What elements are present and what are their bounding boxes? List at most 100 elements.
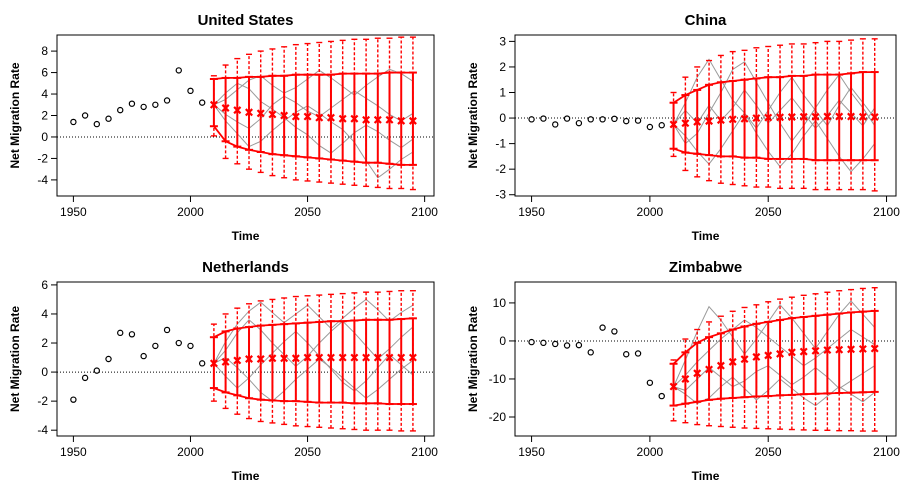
y-tick-label: -4 (37, 423, 48, 437)
median-marker (373, 353, 382, 362)
x-tick-label: 2100 (411, 445, 438, 459)
median-marker (233, 106, 242, 115)
chart-title: Zimbabwe (669, 259, 742, 276)
chart-title: Netherlands (202, 259, 289, 276)
median-marker (799, 112, 808, 121)
median-marker (268, 354, 277, 363)
trajectory-line (673, 365, 875, 391)
pi80-lower-line (673, 147, 875, 162)
chart-panel-1: United States Time Net Migration Rate 1950 2… (8, 12, 438, 243)
median-marker (350, 114, 359, 123)
median-marker (326, 113, 335, 122)
x-tick-label: 1950 (518, 205, 545, 219)
observed-point (611, 115, 618, 123)
y-axis-label: Net Migration Rate (466, 306, 480, 412)
median-marker (338, 114, 347, 123)
chart-panel-3: Netherlands Time Net Migration Rate 1950 200… (8, 259, 438, 483)
observed-point (540, 339, 547, 347)
median-marker (787, 113, 796, 122)
trajectory-line (213, 356, 414, 402)
observed-point (187, 342, 194, 350)
y-tick-label: 2 (41, 109, 48, 123)
median-marker (669, 120, 678, 129)
x-tick-label: 2000 (637, 205, 664, 219)
median-marker (858, 344, 867, 353)
pi80-upper-line (672, 310, 875, 365)
x-axis-label: Time (692, 229, 720, 243)
chart-panel-2: China Time Net Migration Rate 1950 2000 2050 2… (466, 12, 900, 243)
x-tick-label: 1950 (60, 445, 87, 459)
observed-point (599, 324, 606, 331)
pi80-upper-line (213, 317, 413, 339)
pi80-upper-line (673, 71, 875, 104)
median-marker (870, 113, 879, 122)
observed-point (81, 112, 89, 119)
y-tick-label: 0 (41, 365, 48, 379)
y-tick-label: -2 (495, 162, 506, 176)
median-marker (716, 116, 725, 125)
x-tick-label: 1950 (518, 445, 545, 459)
median-marker (397, 116, 406, 125)
observed-point (117, 106, 124, 114)
observed-point (552, 340, 559, 348)
observed-point (128, 100, 136, 107)
x-axis-label: Time (232, 229, 260, 243)
x-tick-label: 2100 (411, 205, 438, 219)
observed-point (175, 339, 182, 347)
x-tick-label: 2000 (177, 205, 204, 219)
median-marker (315, 353, 324, 362)
median-marker (728, 357, 737, 366)
observed-point (563, 342, 571, 349)
chart-title: United States (198, 12, 294, 29)
observed-point (563, 115, 571, 122)
observed-point (611, 328, 618, 335)
observed-point (623, 117, 630, 125)
x-tick-label: 2050 (294, 205, 321, 219)
median-marker (764, 351, 773, 360)
median-marker (776, 113, 785, 122)
y-tick-label: 6 (41, 278, 48, 292)
observed-point (140, 352, 147, 360)
chart-title: China (685, 12, 727, 29)
observed-point (198, 360, 206, 367)
observed-point (163, 97, 171, 104)
pi80-lower-line (213, 387, 413, 405)
observed-point (658, 392, 665, 400)
median-marker (799, 347, 808, 356)
y-tick-label: 0 (499, 111, 506, 125)
observed-point (658, 122, 665, 129)
trajectory-line (673, 89, 876, 130)
observed-point (646, 379, 654, 386)
median-marker (705, 365, 714, 374)
median-marker (221, 357, 230, 366)
median-marker (362, 115, 371, 124)
median-marker (811, 346, 820, 355)
y-tick-label: 8 (41, 44, 48, 58)
median-marker (256, 109, 265, 118)
y-tick-label: 0 (499, 334, 506, 348)
median-marker (221, 104, 230, 112)
observed-point (528, 116, 535, 123)
median-marker (245, 108, 253, 117)
x-tick-label: 2050 (755, 445, 782, 459)
median-marker (385, 115, 394, 124)
observed-point (540, 115, 547, 122)
median-marker (705, 117, 714, 126)
y-axis-label: Net Migration Rate (8, 62, 22, 168)
y-tick-label: -4 (37, 173, 48, 187)
median-marker (764, 113, 773, 122)
observed-point (528, 338, 535, 346)
x-axis-label: Time (232, 469, 260, 483)
median-marker (280, 354, 289, 363)
median-marker (740, 114, 749, 123)
median-marker (303, 353, 312, 362)
trajectory-line (213, 82, 414, 154)
plot-frame (56, 281, 435, 437)
median-marker (847, 345, 856, 354)
observed-point (198, 99, 206, 106)
observed-point (105, 355, 112, 363)
median-marker (716, 361, 725, 370)
median-marker (256, 355, 265, 363)
y-tick-label: 3 (499, 34, 506, 48)
